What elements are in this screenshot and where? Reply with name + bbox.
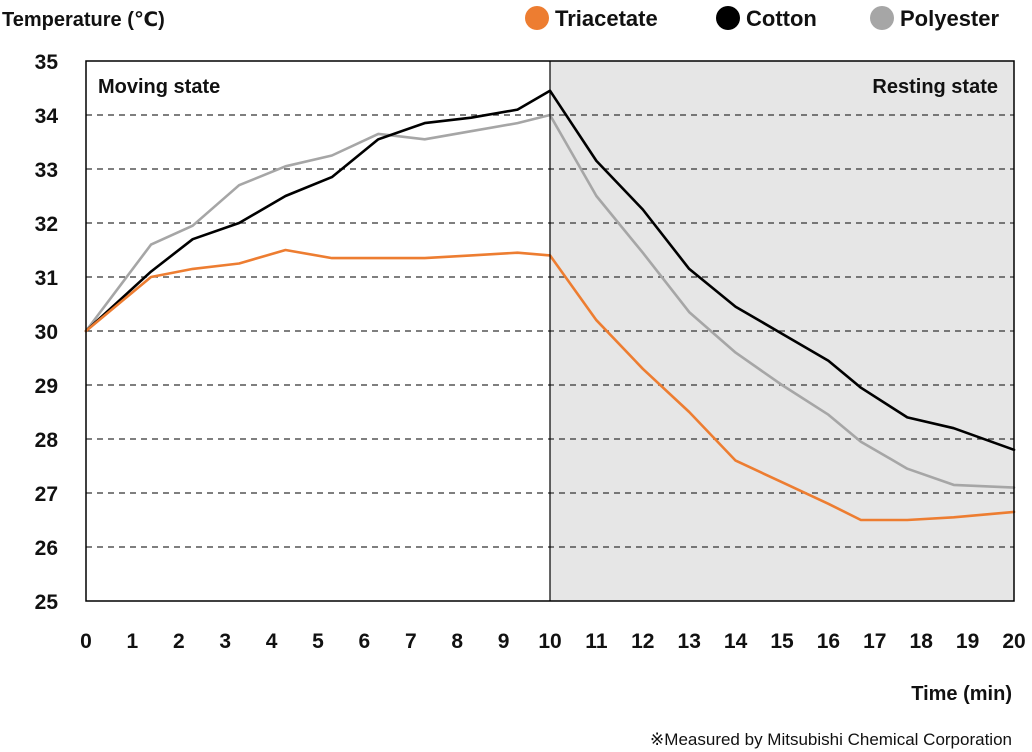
x-tick-label: 18 — [910, 630, 934, 653]
x-tick-label: 9 — [498, 630, 510, 653]
y-tick-label: 35 — [35, 51, 59, 74]
y-axis-ticks: 25 26 27 28 29 30 31 32 33 34 35 — [35, 51, 59, 614]
y-tick-label: 29 — [35, 375, 58, 398]
region-label-resting: Resting state — [872, 76, 998, 98]
legend-label-polyester: Polyester — [900, 6, 999, 31]
x-axis-label: Time (min) — [911, 683, 1012, 705]
legend-label-cotton: Cotton — [746, 6, 817, 31]
x-tick-label: 1 — [127, 630, 139, 653]
x-tick-label: 0 — [80, 630, 92, 653]
x-tick-label: 19 — [956, 630, 979, 653]
x-tick-label: 20 — [1002, 630, 1025, 653]
x-tick-label: 10 — [538, 630, 561, 653]
x-tick-label: 3 — [219, 630, 231, 653]
x-tick-label: 17 — [863, 630, 886, 653]
y-tick-label: 30 — [35, 321, 58, 344]
x-tick-label: 4 — [266, 630, 278, 653]
y-tick-label: 26 — [35, 537, 58, 560]
plot-frame — [85, 60, 1015, 602]
x-tick-label: 12 — [631, 630, 654, 653]
x-tick-label: 2 — [173, 630, 185, 653]
x-axis-ticks: 0 1 2 3 4 5 6 7 8 9 10 11 12 13 14 15 16 17 18 19 20 — [80, 630, 1026, 653]
y-tick-label: 33 — [35, 159, 58, 182]
legend-marker-triacetate — [525, 6, 549, 30]
y-tick-label: 31 — [35, 267, 59, 290]
y-axis-label: Temperature (℃) — [2, 9, 165, 31]
legend-label-triacetate: Triacetate — [555, 6, 658, 31]
legend-marker-polyester — [870, 6, 894, 30]
y-tick-label: 27 — [35, 483, 58, 506]
region-label-moving: Moving state — [98, 76, 220, 98]
x-tick-label: 16 — [817, 630, 840, 653]
y-tick-label: 32 — [35, 213, 58, 236]
x-tick-label: 15 — [770, 630, 794, 653]
x-tick-label: 8 — [451, 630, 463, 653]
x-tick-label: 5 — [312, 630, 324, 653]
y-tick-label: 25 — [35, 591, 59, 614]
x-tick-label: 7 — [405, 630, 417, 653]
legend-marker-cotton — [716, 6, 740, 30]
y-tick-label: 28 — [35, 429, 59, 452]
x-tick-label: 14 — [724, 630, 748, 653]
x-tick-label: 6 — [359, 630, 371, 653]
y-tick-label: 34 — [35, 105, 59, 128]
x-tick-label: 11 — [585, 630, 608, 653]
x-tick-label: 13 — [678, 630, 701, 653]
footnote: ※Measured by Mitsubishi Chemical Corpora… — [650, 730, 1012, 749]
legend: Triacetate Cotton Polyester — [525, 6, 999, 31]
